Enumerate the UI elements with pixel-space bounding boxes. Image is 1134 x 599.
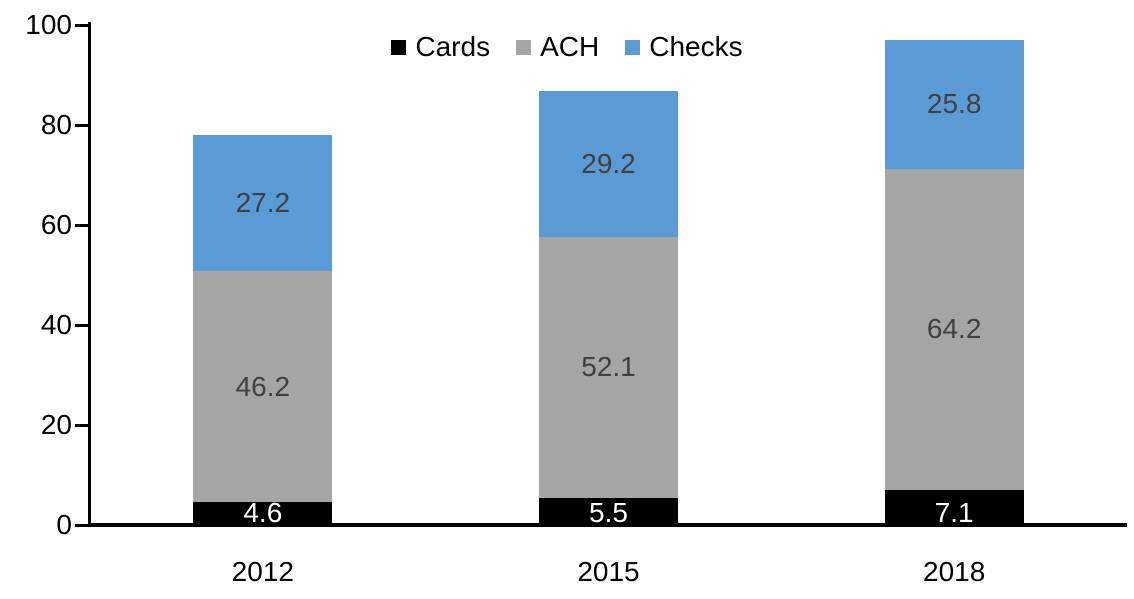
y-axis-tick bbox=[75, 23, 90, 27]
value-label-cards-2018: 7.1 bbox=[934, 497, 974, 528]
y-axis-tick bbox=[75, 323, 90, 327]
value-label-checks-2015: 29.2 bbox=[581, 148, 636, 179]
y-tick-label: 0 bbox=[56, 509, 72, 540]
value-label-ach-2012: 46.2 bbox=[235, 370, 291, 402]
value-label-checks-2012: 27.2 bbox=[235, 187, 291, 218]
value-label-ach-2015: 52.1 bbox=[581, 351, 636, 383]
bar-segment-ach-2018 bbox=[884, 168, 1024, 490]
y-axis-tick bbox=[75, 423, 90, 427]
value-label-checks-2018: 25.8 bbox=[926, 88, 982, 119]
y-axis-tick bbox=[75, 523, 90, 527]
legend-item-checks: Checks bbox=[625, 31, 743, 62]
bar-segment-ach-2015 bbox=[539, 237, 678, 498]
y-tick-label: 80 bbox=[40, 109, 72, 140]
legend-item-cards: Cards bbox=[391, 33, 490, 61]
legend-swatch-checks bbox=[625, 39, 641, 55]
y-axis-tick bbox=[75, 123, 90, 127]
bar-segment-checks-2015 bbox=[539, 91, 678, 237]
bar-segment-cards-2012 bbox=[193, 502, 333, 525]
legend-label-cards: Cards bbox=[415, 31, 491, 62]
y-tick-label: 40 bbox=[40, 309, 72, 340]
y-axis-line bbox=[88, 22, 91, 527]
y-axis-tick bbox=[75, 223, 90, 227]
bar-segment-cards-2015 bbox=[539, 497, 678, 525]
bar-segment-checks-2012 bbox=[193, 135, 333, 271]
x-tick-label-2012: 2012 bbox=[231, 556, 294, 587]
legend-swatch-ach bbox=[516, 39, 532, 55]
bar-segment-ach-2012 bbox=[193, 271, 333, 502]
value-label-ach-2018: 64.2 bbox=[926, 313, 982, 344]
y-tick-label: 60 bbox=[40, 209, 72, 240]
x-tick-label-2015: 2015 bbox=[577, 556, 640, 587]
legend-label-checks: Checks bbox=[649, 31, 743, 62]
x-axis-line bbox=[88, 523, 1127, 527]
value-label-cards-2015: 5.5 bbox=[589, 497, 628, 528]
legend-item-ach: ACH bbox=[516, 33, 599, 61]
y-tick-label: 100 bbox=[25, 9, 72, 40]
bar-segment-cards-2018 bbox=[884, 489, 1024, 525]
legend-swatch-cards bbox=[391, 39, 407, 55]
y-tick-label: 20 bbox=[40, 409, 72, 440]
legend-label-ach: ACH bbox=[540, 31, 600, 62]
value-label-cards-2012: 4.6 bbox=[243, 497, 283, 528]
bar-segment-checks-2018 bbox=[884, 39, 1024, 169]
legend: Cards ACH Checks bbox=[0, 33, 1134, 61]
x-tick-label-2018: 2018 bbox=[923, 556, 986, 587]
